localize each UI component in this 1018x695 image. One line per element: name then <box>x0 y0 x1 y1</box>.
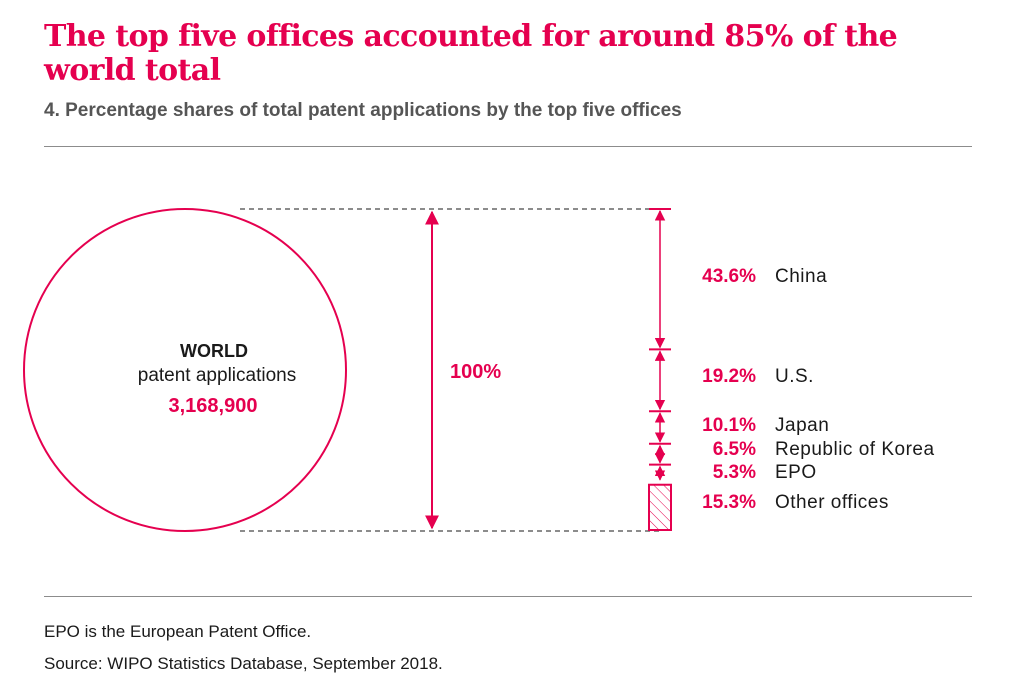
circle-line2: patent applications <box>138 365 296 386</box>
value-label-japan: 10.1% <box>702 415 756 436</box>
value-label-china: 43.6% <box>702 266 756 287</box>
footnote: EPO is the European Patent Office. <box>44 622 312 641</box>
chart-subtitle: 4. Percentage shares of total patent app… <box>44 100 682 121</box>
circle-total: 3,168,900 <box>169 395 258 417</box>
top-divider <box>44 146 972 147</box>
category-label-epo: EPO <box>775 462 817 483</box>
bottom-divider <box>44 596 972 597</box>
total-share-label: 100% <box>450 361 501 383</box>
value-label-epo: 5.3% <box>713 462 756 483</box>
category-label-japan: Japan <box>775 415 829 436</box>
page-title: The top five offices accounted for aroun… <box>44 19 898 88</box>
world-circle <box>23 208 347 532</box>
segment-other-offices <box>648 483 672 532</box>
value-label-republic-of-korea: 6.5% <box>713 439 756 460</box>
category-label-china: China <box>775 266 827 287</box>
share-segments: 43.6% China 19.2% U.S. 10.1% Japan 6.5% Republi… <box>648 208 935 532</box>
category-label-republic-of-korea: Republic of Korea <box>775 439 935 460</box>
category-label-other-offices: Other offices <box>775 492 889 513</box>
category-label-u-s: U.S. <box>775 366 814 387</box>
source-note: Source: WIPO Statistics Database, Septem… <box>44 654 443 673</box>
value-label-u-s: 19.2% <box>702 366 756 387</box>
chart-area: WORLD patent applications 3,168,900 100%… <box>23 208 935 532</box>
value-label-other-offices: 15.3% <box>702 492 756 513</box>
circle-line1: WORLD <box>180 341 248 361</box>
